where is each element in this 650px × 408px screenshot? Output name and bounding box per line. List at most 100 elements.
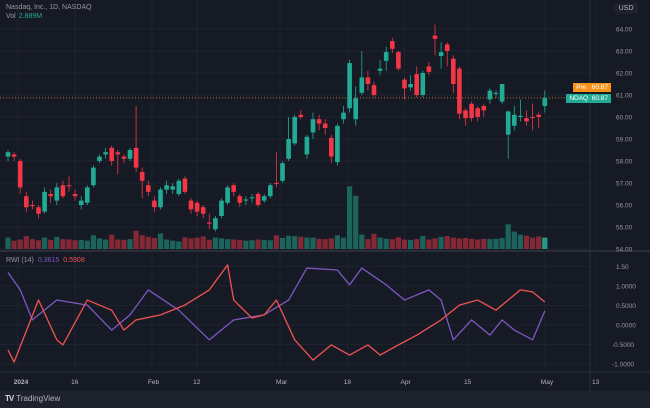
rwi-tick-label: 0.0000 <box>616 323 636 330</box>
candle <box>359 51 365 95</box>
candle-body <box>139 172 145 181</box>
candle-body <box>36 207 41 214</box>
candle <box>48 189 53 203</box>
volume-bar <box>456 238 462 249</box>
candle-body <box>42 191 47 212</box>
currency-button[interactable]: USD <box>614 3 638 14</box>
candle <box>414 66 419 98</box>
price-tick-label: 60.00 <box>616 115 633 122</box>
candle-body <box>249 197 255 199</box>
candle <box>85 185 90 205</box>
candle-body <box>524 118 529 122</box>
candle <box>365 70 371 91</box>
candle-body <box>481 106 487 111</box>
candle-body <box>103 152 108 155</box>
volume-bar <box>347 186 353 249</box>
candle-body <box>17 161 23 188</box>
candle <box>139 167 145 199</box>
volume-bar <box>359 234 365 249</box>
rwi-tick-label: -1.0000 <box>612 362 634 369</box>
pre-value: 60.87 <box>591 84 608 91</box>
volume-bar <box>29 239 35 249</box>
candle-body <box>5 152 11 157</box>
time-tick-label: Apr <box>401 379 412 386</box>
volume-bar <box>444 236 450 249</box>
candle-body <box>54 187 60 201</box>
candle <box>457 66 462 120</box>
volume-bar <box>365 239 371 249</box>
volume-bar <box>292 236 298 249</box>
candle-body <box>444 44 450 51</box>
candle-body <box>505 111 511 135</box>
candle-body <box>530 117 535 118</box>
time-tick-label: 2024 <box>14 379 29 386</box>
brand-name: TradingView <box>16 394 61 403</box>
candle <box>451 55 456 93</box>
time-tick-label: 16 <box>71 379 79 386</box>
candle-body <box>359 77 365 93</box>
candle-body <box>182 178 188 192</box>
footer: TV TradingView <box>0 391 650 408</box>
candle-body <box>396 52 401 69</box>
volume-bar <box>48 239 54 249</box>
volume-bar <box>432 238 438 249</box>
volume-bar <box>511 231 517 249</box>
rwi-tick-label: -0.5000 <box>612 342 634 349</box>
candle <box>377 59 383 76</box>
candle-body <box>304 136 310 155</box>
volume-bar <box>340 237 347 249</box>
volume-bar <box>194 237 200 249</box>
candle-body <box>286 139 291 159</box>
candle-body <box>542 97 548 106</box>
price-tick-label: 64.00 <box>616 27 633 34</box>
candle <box>11 152 17 161</box>
volume-bar <box>536 236 542 249</box>
price-tick-label: 62.00 <box>616 71 633 78</box>
candle <box>444 42 450 67</box>
tradingview-logo[interactable]: TV TradingView <box>5 394 60 403</box>
candle-body <box>109 147 114 161</box>
candle-body <box>475 108 480 117</box>
candle <box>72 189 78 201</box>
chart-canvas[interactable]: 64.00 63.00 62.00 61.00 60.00 59.00 58.00 57.00… <box>0 0 650 391</box>
volume-bar <box>5 237 11 249</box>
volume-bar <box>157 233 164 249</box>
volume-bar <box>426 239 432 249</box>
candle <box>200 205 206 219</box>
candle <box>182 176 188 194</box>
candle <box>402 77 407 100</box>
volume-bar <box>523 235 530 249</box>
volume-bar <box>469 238 475 249</box>
price-tick-label: 59.00 <box>616 137 633 144</box>
candle <box>512 106 517 131</box>
candle <box>298 110 304 120</box>
candle <box>91 165 96 188</box>
candle <box>164 180 169 194</box>
candle-body <box>487 90 493 100</box>
candle-body <box>66 185 72 187</box>
candle-body <box>121 156 127 159</box>
volume-bar <box>127 239 133 249</box>
candle-body <box>133 147 139 168</box>
rwi-legend[interactable]: RWI (14) 0.3615 0.5908 <box>6 256 85 265</box>
candle-body <box>261 196 267 201</box>
candle <box>432 24 438 56</box>
volume-bar <box>200 236 206 249</box>
volume-bar <box>103 239 109 249</box>
volume-bar <box>176 241 182 249</box>
candle <box>347 59 352 113</box>
volume-bar <box>286 235 292 249</box>
symbol-title: Nasdaq, Inc., 1D, NASDAQ <box>6 4 92 11</box>
candle-body <box>414 74 419 95</box>
volume-bar <box>72 240 78 249</box>
candle-body <box>310 119 316 133</box>
candle <box>426 62 432 76</box>
candle-body <box>255 194 261 205</box>
price-tick-label: 56.00 <box>616 203 633 210</box>
candle-body <box>463 110 468 119</box>
candle-body <box>438 52 444 57</box>
volume-bar <box>371 233 377 249</box>
volume-bar <box>133 230 139 249</box>
candle-body <box>194 202 200 212</box>
candle-body <box>451 58 456 84</box>
